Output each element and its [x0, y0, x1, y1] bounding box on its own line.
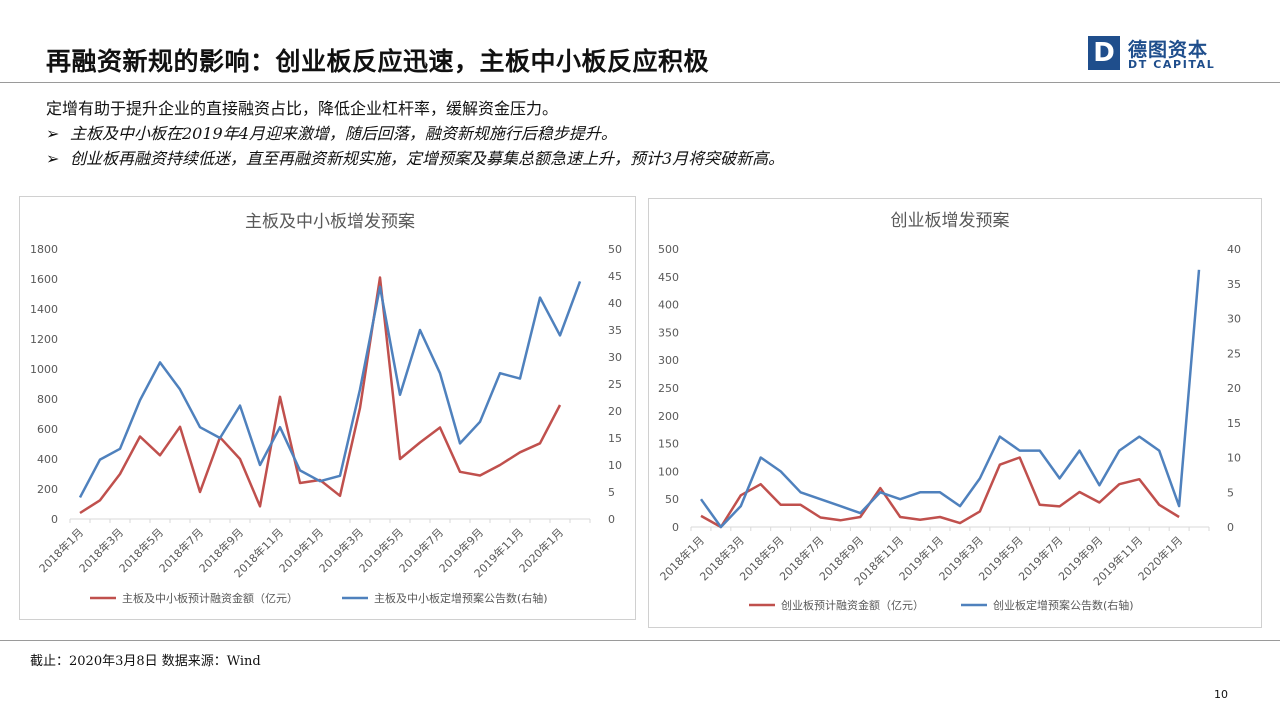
- y-left-tick-label: 1000: [30, 363, 58, 376]
- y-right-tick-label: 35: [1227, 278, 1241, 291]
- y-left-tick-label: 450: [658, 271, 679, 284]
- logo-mark-icon: D: [1088, 36, 1120, 70]
- y-right-tick-label: 30: [608, 351, 622, 364]
- chart-gem-board-svg: 创业板增发预案 0 50 100 150 200 250 300 350 400 450 500 0 5 1…: [657, 211, 1241, 612]
- y-right-tick-label: 25: [1227, 347, 1241, 360]
- y-left-tick-label: 1600: [30, 273, 58, 286]
- y-left-tick-label: 400: [37, 453, 58, 466]
- y-left-tick-label: 1800: [30, 243, 58, 256]
- chart-main-board-svg: 主板及中小板增发预案020040060080010001200140016001…: [30, 212, 622, 605]
- bullet-text: 主板及中小板在2019年4月迎来激增，随后回落，融资新规施行后稳步提升。: [70, 124, 617, 143]
- bullet-arrow-icon: ➢: [46, 124, 60, 143]
- legend-label: 主板及中小板预计融资金额（亿元）: [122, 591, 298, 605]
- summary-text: 定增有助于提升企业的直接融资占比，降低企业杠杆率，缓解资金压力。 ➢ 主板及中小板…: [46, 96, 784, 171]
- y-right-tick-label: 10: [1227, 452, 1241, 465]
- footer-divider: [0, 640, 1280, 641]
- y-right-tick-label: 5: [1227, 486, 1234, 499]
- logo-text-en: DT CAPITAL: [1128, 58, 1216, 71]
- y-right-tick-label: 30: [1227, 313, 1241, 326]
- y-right-tick-label: 5: [608, 486, 615, 499]
- y-right-tick-label: 10: [608, 459, 622, 472]
- y-left-tick-label: 350: [658, 326, 679, 339]
- series-line: [78, 280, 582, 498]
- y-left-tick-label: 250: [658, 382, 679, 395]
- y-right-tick-label: 25: [608, 378, 622, 391]
- y-left-tick-label: 1400: [30, 303, 58, 316]
- y-left-tick-label: 400: [658, 299, 679, 312]
- chart-main-board: 主板及中小板增发预案 0 200 400 600 800 1000 1200 1400 1600 1…: [19, 196, 636, 620]
- series-line: [700, 456, 1180, 529]
- legend-label: 创业板定增预案公告数(右轴): [993, 598, 1134, 612]
- y-right-tick-label: 15: [608, 432, 622, 445]
- bullet-arrow-icon: ➢: [46, 149, 60, 168]
- y-right-tick-label: 0: [608, 513, 615, 526]
- y-right-tick-label: 45: [608, 270, 622, 283]
- y-left-tick-label: 200: [658, 410, 679, 423]
- y-right-tick-label: 40: [608, 297, 622, 310]
- series-line: [699, 269, 1201, 529]
- y-right-tick-label: 35: [608, 324, 622, 337]
- y-left-tick-label: 100: [658, 465, 679, 478]
- y-left-tick-label: 600: [37, 423, 58, 436]
- y-right-tick-label: 15: [1227, 417, 1241, 430]
- y-left-tick-label: 500: [658, 243, 679, 256]
- bullet-item: ➢ 主板及中小板在2019年4月迎来激增，随后回落，融资新规施行后稳步提升。: [46, 121, 784, 146]
- series-line: [79, 276, 562, 515]
- legend-label: 创业板预计融资金额（亿元）: [781, 598, 924, 612]
- legend-label: 主板及中小板定增预案公告数(右轴): [374, 591, 548, 605]
- y-left-tick-label: 50: [665, 493, 679, 506]
- y-left-tick-label: 1200: [30, 333, 58, 346]
- y-left-tick-label: 800: [37, 393, 58, 406]
- source-note: 截止：2020年3月8日 数据来源：Wind: [30, 654, 261, 669]
- y-right-tick-label: 0: [1227, 521, 1234, 534]
- y-right-tick-label: 20: [608, 405, 622, 418]
- bullet-text: 创业板再融资持续低迷，直至再融资新规实施，定增预案及募集总额急速上升，预计3月将…: [70, 149, 785, 168]
- y-left-tick-label: 300: [658, 354, 679, 367]
- y-left-tick-label: 200: [37, 483, 58, 496]
- page-number: 10: [1214, 688, 1228, 701]
- y-left-tick-label: 150: [658, 438, 679, 451]
- summary-intro: 定增有助于提升企业的直接融资占比，降低企业杠杆率，缓解资金压力。: [46, 99, 559, 118]
- y-left-tick-label: 0: [672, 521, 679, 534]
- page-title: 再融资新规的影响：创业板反应迅速，主板中小板反应积极: [46, 47, 710, 76]
- chart-title: 主板及中小板增发预案: [245, 212, 415, 232]
- chart-title: 创业板增发预案: [891, 211, 1010, 231]
- title-divider: [0, 82, 1280, 83]
- y-left-tick-label: 0: [51, 513, 58, 526]
- y-right-tick-label: 50: [608, 243, 622, 256]
- bullet-item: ➢ 创业板再融资持续低迷，直至再融资新规实施，定增预案及募集总额急速上升，预计3月…: [46, 146, 784, 171]
- y-right-tick-label: 20: [1227, 382, 1241, 395]
- chart-gem-board: 创业板增发预案 0 50 100 150 200 250 300 350 400 450 500 0 5 1…: [648, 198, 1262, 628]
- company-logo: D 德图资本 DT CAPITAL: [1088, 36, 1248, 74]
- y-right-tick-label: 40: [1227, 243, 1241, 256]
- logo-text-cn: 德图资本: [1128, 39, 1209, 61]
